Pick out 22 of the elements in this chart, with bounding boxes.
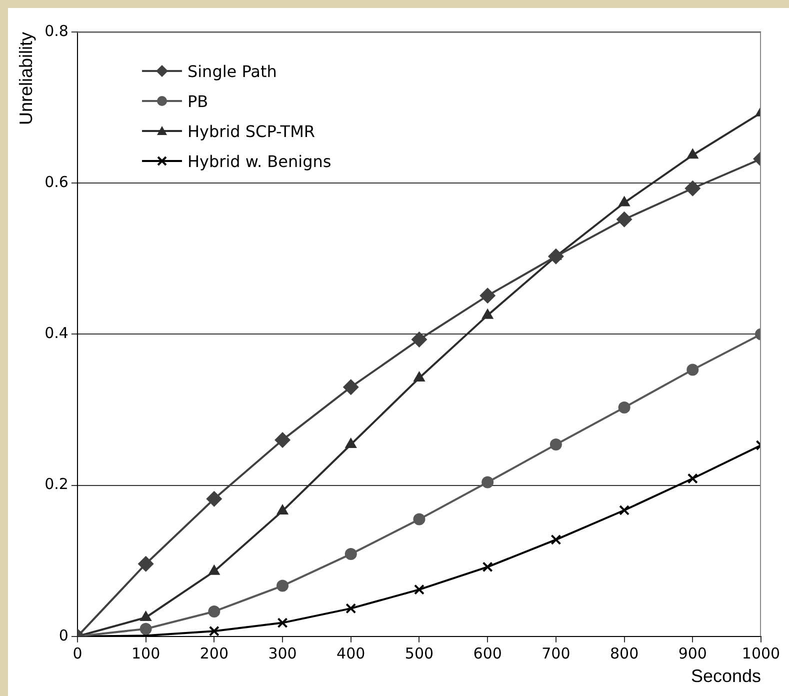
y-tick-label: 0 (58, 626, 68, 644)
y-tick-label: 0.4 (44, 324, 68, 342)
x-tick-label: 500 (404, 644, 434, 662)
x-tick-label: 600 (473, 644, 502, 662)
x-tick-label: 0 (72, 644, 82, 662)
x-tick-label: 900 (678, 644, 707, 662)
x-tick-label: 400 (336, 644, 366, 662)
legend-label: Hybrid SCP-TMR (187, 122, 315, 140)
y-tick-label: 0.2 (44, 475, 68, 494)
legend-label: PB (187, 92, 208, 110)
x-tick-label: 1000 (742, 644, 780, 662)
x-tick-label: 200 (200, 644, 228, 662)
y-tick-label: 0.6 (44, 172, 68, 191)
y-tick-label: 0.8 (44, 22, 68, 40)
legend-label: Single Path (187, 62, 277, 80)
x-tick-label: 700 (542, 644, 570, 662)
x-tick-label: 300 (268, 644, 297, 662)
x-tick-label: 800 (610, 644, 639, 662)
legend-label: Hybrid w. Benigns (187, 152, 332, 170)
y-axis-title: Unreliability (16, 32, 36, 126)
x-tick-label: 100 (131, 644, 160, 662)
x-axis-title: Seconds (690, 666, 761, 686)
